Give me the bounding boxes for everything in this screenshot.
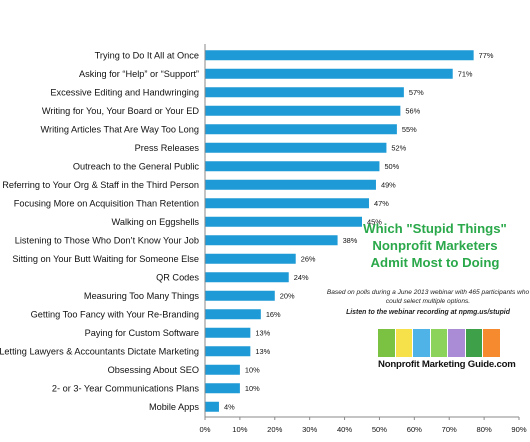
x-tick-label: 20% (267, 425, 282, 434)
logo-color-block (378, 329, 395, 357)
value-label: 20% (280, 291, 295, 300)
value-label: 52% (391, 143, 406, 152)
bar (205, 327, 251, 338)
category-label: Paying for Custom Software (85, 328, 199, 338)
bar (205, 272, 289, 283)
category-label: Sitting on Your Butt Waiting for Someone… (12, 254, 199, 264)
x-tick-label: 40% (337, 425, 352, 434)
value-label: 71% (458, 69, 473, 78)
bar (205, 401, 219, 412)
category-label: Focusing More on Acquisition Than Retent… (14, 199, 199, 209)
x-tick-label: 50% (372, 425, 387, 434)
category-label: QR Codes (156, 273, 199, 283)
value-label: 13% (255, 328, 270, 337)
bar (205, 142, 387, 153)
webinar-link-text: Listen to the webinar recording at npmg.… (346, 309, 510, 316)
category-label: Getting Too Fancy with Your Re-Branding (31, 310, 199, 320)
x-tick-label: 90% (511, 425, 526, 434)
category-label: Letting Lawyers & Accountants Dictate Ma… (0, 347, 199, 357)
logo-color-block (448, 329, 465, 357)
value-label: 10% (245, 365, 260, 374)
category-label: Measuring Too Many Things (84, 291, 199, 301)
bar (205, 87, 404, 98)
category-label: Writing Articles That Are Way Too Long (41, 125, 199, 135)
x-tick-label: 30% (302, 425, 317, 434)
logo-color-block (395, 329, 413, 357)
category-label: Writing for You, Your Board or Your ED (42, 106, 200, 116)
bar (205, 216, 362, 227)
logo-color-block (483, 329, 501, 357)
bar (205, 179, 376, 190)
x-tick-label: 80% (477, 425, 492, 434)
value-label: 55% (402, 125, 417, 134)
bar (205, 161, 380, 172)
x-tick-label: 0% (200, 425, 211, 434)
logo-color-blocks (378, 329, 501, 357)
category-label: Mobile Apps (149, 402, 199, 412)
value-label: 56% (405, 106, 420, 115)
title-line-1: Which "Stupid Things" (363, 221, 507, 236)
bar (205, 253, 296, 264)
bar (205, 198, 369, 209)
category-label: Listening to Those Who Don’t Know Your J… (15, 236, 199, 246)
bar (205, 124, 397, 135)
category-label: Obsessing About SEO (108, 365, 199, 375)
category-label: Excessive Editing and Handwringing (50, 88, 199, 98)
value-label: 13% (255, 347, 270, 356)
value-label: 4% (224, 402, 235, 411)
value-label: 16% (266, 310, 281, 319)
x-tick-label: 10% (232, 425, 247, 434)
bar (205, 50, 474, 61)
category-label: Asking for “Help” or “Support” (79, 69, 199, 79)
value-label: 38% (343, 236, 358, 245)
value-label: 49% (381, 180, 396, 189)
bar (205, 364, 240, 375)
value-label: 57% (409, 88, 424, 97)
value-label: 47% (374, 199, 389, 208)
bar (205, 309, 261, 320)
bar (205, 105, 401, 116)
value-label: 10% (245, 384, 260, 393)
poll-note: Based on polls during a June 2013 webina… (326, 289, 530, 305)
value-label: 45% (367, 217, 382, 226)
logo-text: Nonprofit Marketing Guide.com (378, 359, 516, 370)
logo-color-block (413, 329, 430, 357)
value-label: 26% (301, 254, 316, 263)
nonprofit-marketing-guide-logo: Nonprofit Marketing Guide.com (378, 329, 516, 373)
logo-color-block (430, 329, 448, 357)
title-line-2: Nonprofit Marketers (372, 238, 498, 253)
value-label: 77% (479, 51, 494, 60)
chart-title: Which "Stupid Things" Nonprofit Marketer… (340, 220, 530, 271)
category-label: 2- or 3- Year Communications Plans (52, 384, 199, 394)
category-label: Press Releases (135, 143, 200, 153)
bar (205, 383, 240, 394)
bar (205, 346, 251, 357)
category-label: Outreach to the General Public (73, 162, 200, 172)
bar (205, 290, 275, 301)
bar (205, 235, 338, 246)
x-tick-label: 60% (407, 425, 422, 434)
value-label: 24% (294, 273, 309, 282)
title-line-3: Admit Most to Doing (370, 255, 500, 270)
value-label: 50% (384, 162, 399, 171)
bar (205, 68, 453, 79)
category-label: Trying to Do It All at Once (95, 51, 199, 61)
category-label: Referring to Your Org & Staff in the Thi… (2, 180, 199, 190)
x-tick-label: 70% (442, 425, 457, 434)
category-label: Walking on Eggshells (112, 217, 200, 227)
logo-color-block (465, 329, 483, 357)
